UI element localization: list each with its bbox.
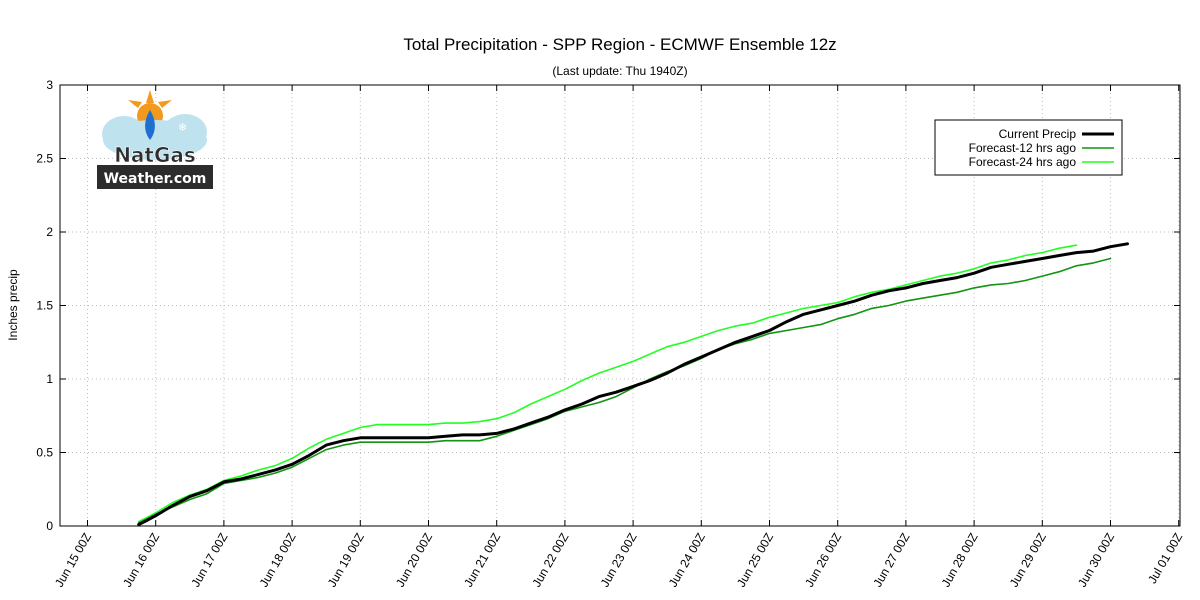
gas-flame-icon <box>145 110 155 140</box>
cloud-icon <box>102 114 207 160</box>
logo-banner <box>97 165 213 189</box>
y-tick-label: 3 <box>46 78 53 92</box>
x-tick-label: Jun 19 00Z <box>325 531 367 590</box>
y-tick-label: 2.5 <box>36 152 53 166</box>
series-line-2 <box>137 244 1078 523</box>
y-axis-label: Inches precip <box>6 269 20 341</box>
x-tick-label: Jun 25 00Z <box>734 531 776 590</box>
x-tick-label: Jun 16 00Z <box>120 531 162 590</box>
logo-line-2: Weather.com <box>104 171 207 187</box>
x-tick-label: Jun 21 00Z <box>461 531 503 590</box>
series-layer <box>137 242 1129 526</box>
x-tick-label: Jun 30 00Z <box>1075 531 1117 590</box>
x-tick-label: Jun 17 00Z <box>188 531 230 590</box>
legend-label: Current Precip <box>999 127 1077 141</box>
legend-label: Forecast-12 hrs ago <box>969 141 1077 155</box>
plot-frame <box>59 84 1181 527</box>
x-tick-label: Jun 24 00Z <box>666 531 708 590</box>
y-tick-label: 2 <box>46 225 53 239</box>
chart-title: Total Precipitation - SPP Region - ECMWF… <box>403 35 836 54</box>
y-tick-label: 0 <box>46 519 53 533</box>
x-tick-label: Jul 01 00Z <box>1145 531 1185 587</box>
x-tick-label: Jun 20 00Z <box>393 531 435 590</box>
x-tick-label: Jun 18 00Z <box>257 531 299 590</box>
x-tick-label: Jun 22 00Z <box>529 531 571 590</box>
snowflake-icon: ❄ <box>178 122 187 134</box>
series-line-0 <box>137 242 1129 526</box>
chart-subtitle: (Last update: Thu 1940Z) <box>552 64 687 78</box>
x-tick-label: Jun 15 00Z <box>52 531 94 590</box>
natgas-weather-logo: ❄ NatGas Weather.com <box>97 90 213 189</box>
legend-label: Forecast-24 hrs ago <box>969 155 1077 169</box>
x-tick-label: Jun 23 00Z <box>598 531 640 590</box>
logo-line-1: NatGas <box>114 143 196 167</box>
x-tick-label: Jun 27 00Z <box>870 531 912 590</box>
y-tick-label: 0.5 <box>36 446 53 460</box>
y-tick-label: 1.5 <box>36 299 53 313</box>
y-tick-label: 1 <box>46 372 53 386</box>
x-tick-label: Jun 29 00Z <box>1007 531 1049 590</box>
x-tick-label: Jun 26 00Z <box>802 531 844 590</box>
x-tick-label: Jun 28 00Z <box>939 531 981 590</box>
